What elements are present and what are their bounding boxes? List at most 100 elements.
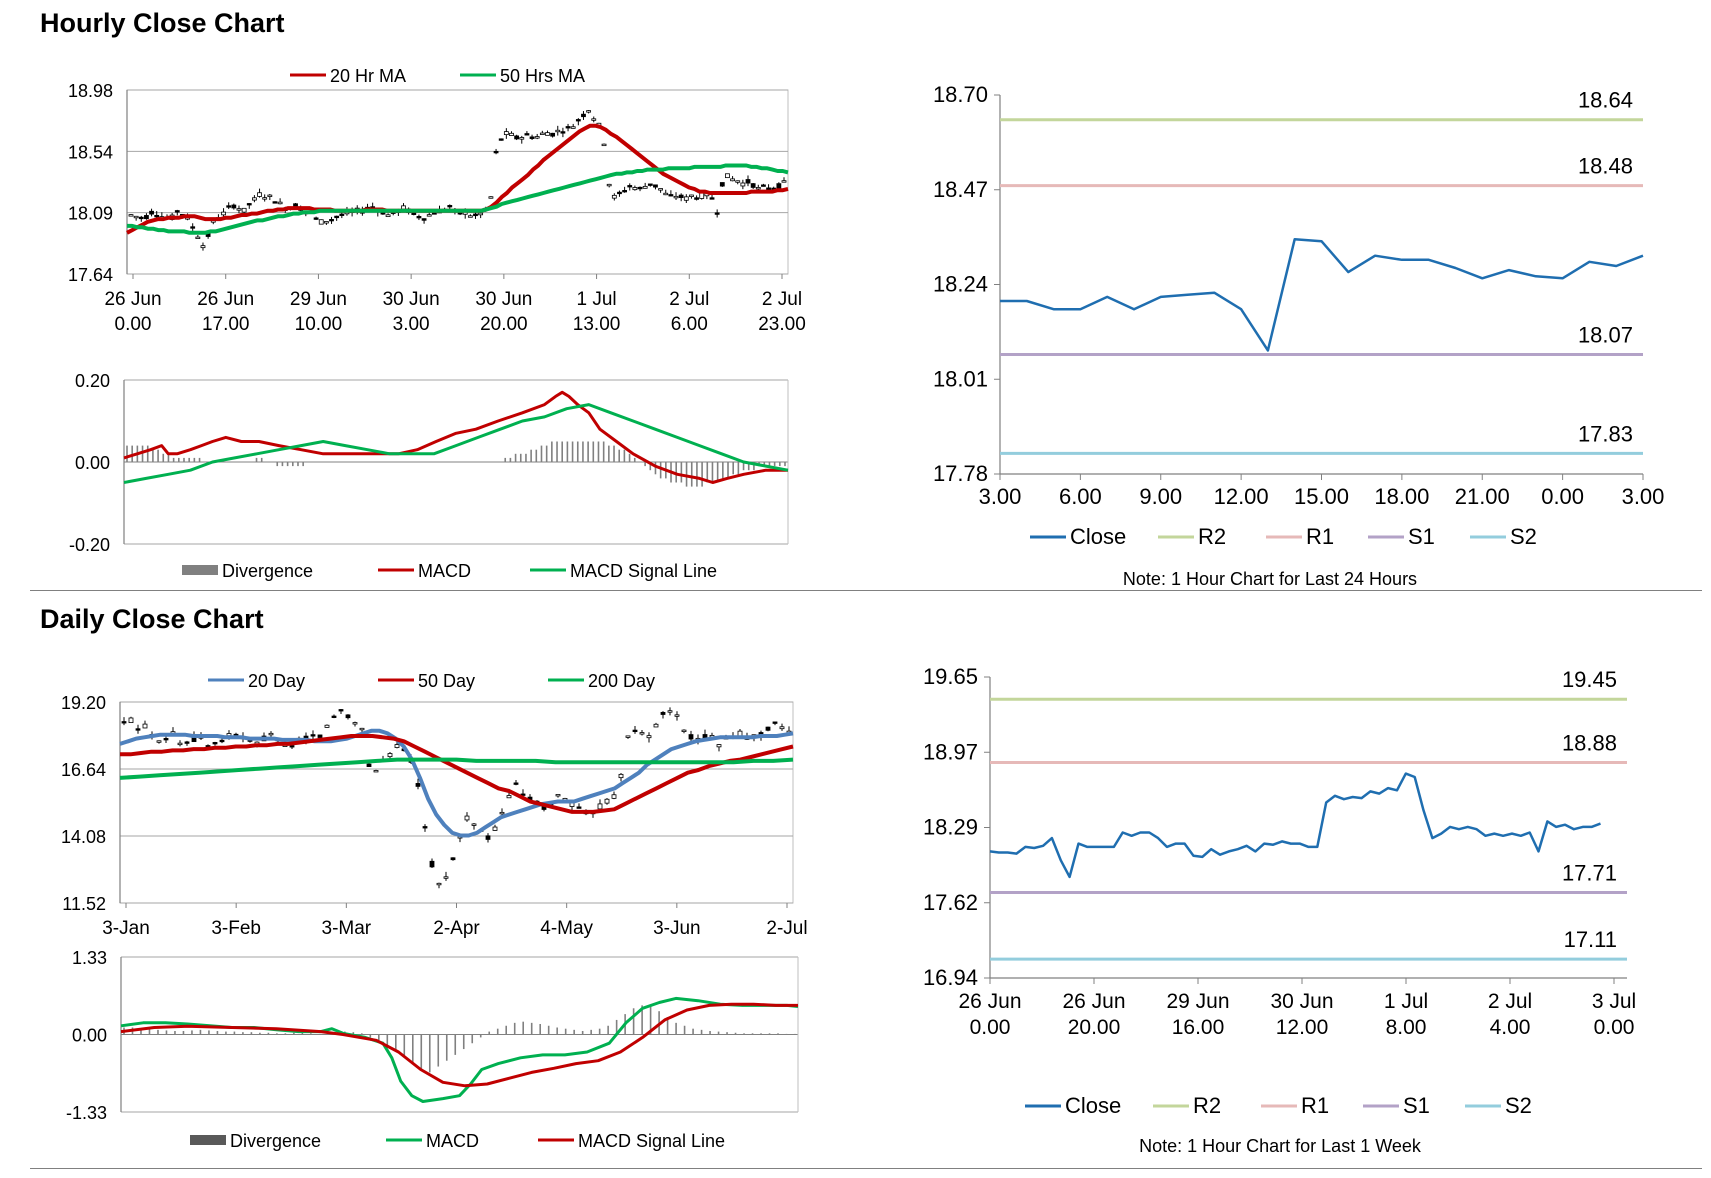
x-tick-label-h24-6: 21.00 [1455,484,1510,509]
candle-body [385,214,391,218]
candle-body [318,219,324,225]
level-label-s2: 17.11 [1564,927,1617,952]
candle-body [277,201,283,205]
candle-body [499,811,505,815]
candle-body [268,732,274,736]
x-tick-sublabel-hp-6: 6.00 [671,314,708,335]
legend-label-s1: S1 [1403,1093,1430,1118]
y-tick-label-h24-2: 18.24 [933,272,988,297]
x-tick-label-hw-0: 26 Jun [958,990,1021,1013]
candle-body [272,201,278,204]
x-tick-sublabel-hp-1: 17.00 [202,314,250,335]
candle-body [324,724,330,728]
candle-body [163,738,169,741]
x-tick-label-dp-5: 3-Jun [653,918,701,939]
legend-label-close: Close [1065,1093,1121,1118]
candle-body [575,119,581,122]
x-tick-label-h24-4: 15.00 [1294,484,1349,509]
legend-label-div: Divergence [230,1131,321,1151]
y-tick-label-dp-3: 11.52 [62,894,106,914]
level-label-r2: 18.64 [1578,88,1633,113]
candle-body [714,212,720,215]
y-tick-label-dm-2: -1.33 [66,1103,107,1123]
legend-label-close: Close [1070,524,1126,549]
section-divider [30,590,1702,591]
candle-body [331,715,337,718]
y-tick-label-h24-3: 18.01 [933,366,988,391]
y-tick-label-hp-3: 17.64 [68,265,113,285]
x-tick-label-dp-4: 4-May [540,918,593,939]
candle-body [550,132,556,137]
y-tick-label-hw-4: 16.94 [923,965,978,990]
x-tick-label-h24-8: 3.00 [1622,484,1665,509]
candle-body [411,212,417,215]
legend-label-r2: R2 [1193,1093,1221,1118]
candle-body [604,798,610,804]
candle-body [394,744,400,748]
x-tick-label-dp-1: 3-Feb [211,918,261,939]
candle-body [121,721,127,724]
ma50-line [127,163,789,235]
x-tick-label-hw-6: 3 Jul [1592,990,1636,1013]
candle-body [352,722,358,725]
x-tick-sublabel-hp-7: 23.00 [758,314,806,335]
x-tick-label-h24-7: 0.00 [1541,484,1584,509]
x-tick-sublabel-hw-0: 0.00 [970,1016,1011,1039]
x-tick-label-hw-3: 30 Jun [1270,990,1333,1013]
hourly-section-title: Hourly Close Chart [40,8,285,38]
candle-body [252,197,257,201]
candle-body [488,196,494,199]
candle-body [156,740,162,743]
candle-body [154,214,160,218]
candle-body [436,882,442,886]
level-label-r1: 18.48 [1578,154,1633,179]
y-tick-label-dm-0: 1.33 [72,948,107,968]
candle-body [144,215,149,220]
candle-body [338,709,344,712]
x-tick-label-dp-0: 3-Jan [102,918,150,939]
candle-body [611,794,617,799]
candle-body [750,183,756,188]
legend-label-r1: R1 [1301,1093,1329,1118]
x-tick-label-hp-0: 26 Jun [104,289,161,310]
candle-body [740,182,746,187]
candle-body [257,192,262,197]
candle-body [597,803,603,810]
legend-label-macd: MACD [418,561,471,581]
candle-body [415,783,421,787]
candle-body [545,132,550,136]
plot-area [119,701,794,904]
candle-body [660,711,666,715]
y-tick-label-dp-2: 14.08 [61,827,106,847]
candle-body [513,782,519,785]
daily-section-title: Daily Close Chart [40,604,264,634]
candle-body [241,207,247,213]
candle-body [416,216,422,219]
candle-body [219,739,225,743]
candle-body [653,184,658,188]
x-tick-label-h24-5: 18.00 [1374,484,1429,509]
y-tick-label-hw-0: 19.65 [923,664,978,689]
x-tick-label-h24-3: 12.00 [1214,484,1269,509]
level-label-s1: 17.71 [1562,860,1617,885]
candle-body [313,217,319,220]
candle-body [226,205,232,208]
x-tick-sublabel-hw-6: 0.00 [1594,1016,1635,1039]
y-tick-label-h24-0: 18.70 [933,82,988,107]
candle-body [135,728,141,731]
candle-body [709,197,715,200]
candle-body [492,826,498,831]
close-price-line [989,772,1601,879]
x-tick-label-hp-3: 30 Jun [383,289,440,310]
x-tick-sublabel-hw-1: 20.00 [1068,1016,1121,1039]
candle-body [329,219,334,222]
y-tick-label-dp-1: 16.64 [61,760,106,780]
candle-body [221,211,226,216]
candle-body [514,135,520,140]
candle-body [138,216,144,220]
legend-label-d50: 50 Day [418,671,475,691]
candle-body [447,205,453,208]
legend-label-d200: 200 Day [588,671,655,691]
x-tick-sublabel-hw-3: 12.00 [1276,1016,1329,1039]
x-tick-label-hp-5: 1 Jul [577,289,617,310]
